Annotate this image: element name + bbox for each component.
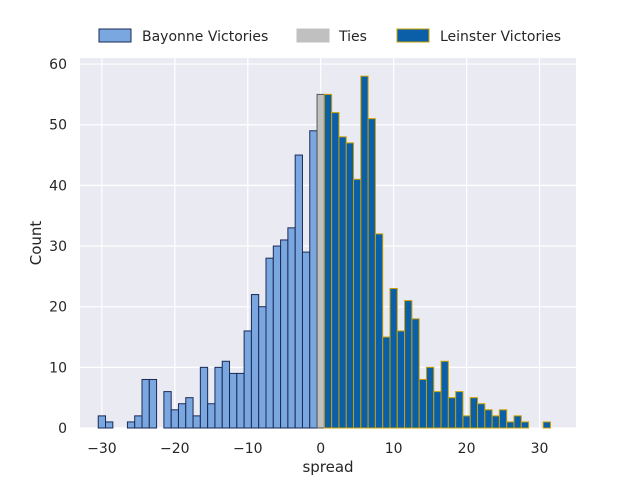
bar-leinster	[469, 397, 479, 429]
bar-bayonne	[294, 154, 303, 429]
bar-leinster	[462, 415, 471, 429]
bar-bayonne	[177, 403, 187, 429]
bar-leinster	[323, 93, 333, 429]
bar-leinster	[331, 112, 340, 429]
legend: Bayonne Victories Ties Leinster Victorie…	[98, 28, 561, 45]
bar-leinster	[433, 391, 442, 429]
bar-leinster	[360, 75, 369, 429]
y-tick-label: 40	[49, 178, 67, 194]
x-tick-label: 20	[458, 441, 476, 457]
y-tick-label: 10	[49, 360, 67, 376]
y-tick-label: 50	[49, 118, 67, 134]
x-tick-labels: −30 −20 −10 0 10 20 30	[87, 441, 548, 457]
bar-bayonne	[148, 378, 158, 429]
bar-bayonne	[229, 372, 238, 429]
bar-bayonne	[214, 366, 223, 429]
bar-bayonne	[287, 227, 296, 429]
bar-bayonne	[185, 397, 194, 429]
bar-bayonne	[170, 409, 179, 429]
y-tick-label: 60	[49, 57, 67, 73]
bar-leinster	[382, 336, 391, 429]
y-tick-label: 20	[49, 300, 67, 316]
bar-leinster	[404, 300, 413, 429]
bar-bayonne	[126, 421, 136, 429]
bar-bayonne	[309, 130, 318, 429]
x-tick-label: 0	[316, 441, 325, 457]
bar-leinster	[389, 287, 398, 429]
bar-bayonne	[280, 239, 289, 429]
legend-swatch-bayonne	[98, 28, 132, 43]
bar-leinster	[447, 397, 457, 429]
bar-leinster	[353, 178, 362, 429]
x-tick-label: −10	[233, 441, 263, 457]
bars	[97, 75, 551, 429]
bar-leinster	[440, 360, 449, 429]
bar-bayonne	[97, 415, 107, 429]
bar-bayonne	[258, 306, 267, 429]
bar-bayonne	[250, 294, 260, 429]
bar-leinster	[513, 415, 522, 429]
bar-leinster	[491, 415, 500, 429]
bar-leinster	[396, 330, 406, 429]
bar-leinster	[520, 421, 530, 429]
legend-label-bayonne: Bayonne Victories	[142, 29, 268, 45]
bar-bayonne	[265, 257, 274, 429]
x-tick-label: 10	[385, 441, 403, 457]
bar-leinster	[506, 421, 515, 429]
y-tick-label: 0	[58, 421, 67, 437]
legend-label-ties: Ties	[338, 29, 367, 45]
bar-leinster	[367, 118, 376, 429]
bar-bayonne	[199, 366, 209, 429]
bar-bayonne	[243, 330, 252, 429]
bar-leinster	[345, 142, 355, 429]
legend-swatch-ties	[296, 28, 330, 43]
bar-ties	[316, 93, 325, 429]
bar-bayonne	[301, 251, 311, 429]
bar-leinster	[455, 391, 464, 429]
bar-leinster	[498, 409, 508, 429]
bar-leinster	[477, 403, 486, 429]
bar-leinster	[374, 233, 384, 429]
bar-leinster	[542, 421, 551, 429]
bar-bayonne	[272, 245, 282, 429]
x-axis-label: spread	[302, 458, 353, 476]
bar-bayonne	[236, 372, 245, 429]
bar-bayonne	[134, 415, 143, 429]
bar-leinster	[425, 366, 435, 429]
bar-leinster	[338, 136, 347, 429]
bar-leinster	[484, 409, 493, 429]
bar-bayonne	[221, 360, 231, 429]
y-tick-label: 30	[49, 239, 67, 255]
bar-leinster	[418, 378, 427, 429]
x-tick-label: −20	[160, 441, 190, 457]
legend-swatch-leinster	[396, 28, 430, 43]
bar-bayonne	[207, 403, 216, 429]
legend-label-leinster: Leinster Victories	[440, 29, 561, 45]
bar-bayonne	[163, 391, 172, 429]
bar-bayonne	[192, 415, 201, 429]
bar-bayonne	[141, 378, 150, 429]
y-axis-label: Count	[27, 221, 45, 266]
bar-leinster	[411, 318, 420, 429]
x-tick-label: 30	[531, 441, 549, 457]
y-tick-labels: 0 10 20 30 40 50 60	[49, 57, 67, 437]
x-tick-label: −30	[87, 441, 117, 457]
bar-bayonne	[105, 421, 114, 429]
